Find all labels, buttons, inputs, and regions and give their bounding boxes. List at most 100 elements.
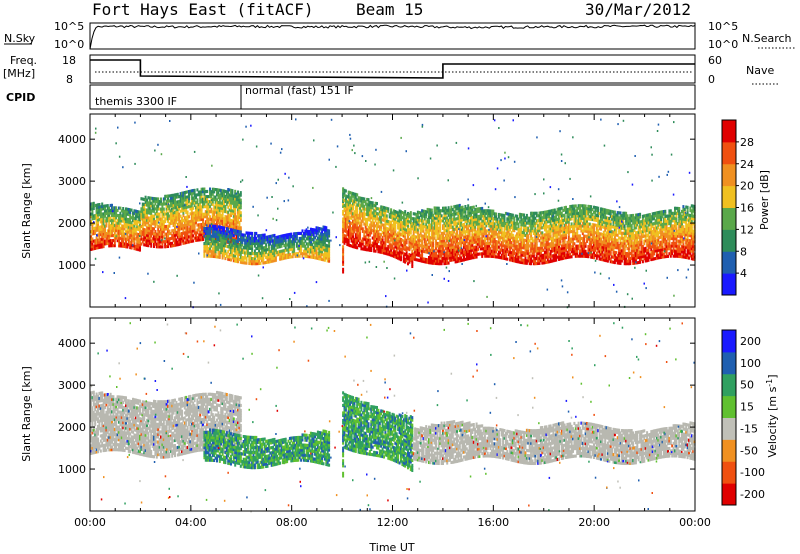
echo-cell — [437, 247, 440, 251]
echo-cell — [146, 213, 148, 217]
echo-cell — [182, 206, 185, 210]
echo-cell — [160, 220, 162, 224]
echo-cell — [227, 188, 230, 192]
echo-cell — [294, 254, 297, 258]
echo-cell — [235, 227, 238, 232]
echo-cell — [218, 203, 221, 207]
echo-cell — [221, 226, 224, 230]
echo-cell — [322, 240, 325, 244]
echo-cell — [204, 222, 207, 226]
echo-cell — [409, 236, 412, 240]
echo-cell — [213, 229, 216, 233]
echo-cell — [383, 226, 385, 230]
echo-cell — [450, 223, 453, 227]
echo-cell — [214, 208, 217, 212]
echo-cell — [347, 218, 350, 222]
echo-cell — [238, 242, 241, 246]
echo-cell — [401, 233, 404, 237]
echo-cell — [395, 240, 398, 245]
echo-cell — [265, 235, 268, 239]
echo-cell — [162, 212, 165, 216]
echo-cell — [162, 222, 165, 226]
echo-cell — [412, 247, 415, 251]
echo-cell — [238, 213, 241, 217]
echo-cell — [415, 235, 418, 239]
echo-cell — [354, 210, 357, 214]
echo-cell — [272, 259, 275, 263]
echo-cell — [397, 254, 400, 258]
echo-cell — [111, 203, 113, 207]
echo-cell — [273, 254, 276, 258]
echo-cell — [359, 226, 361, 230]
echo-cell — [199, 233, 202, 237]
echo-cell — [456, 222, 458, 226]
echo-cell — [188, 220, 190, 224]
echo-cell — [475, 222, 478, 226]
echo-cell — [354, 233, 357, 237]
echo-cell — [392, 227, 395, 231]
echo-cell — [252, 262, 255, 266]
echo-cell — [237, 205, 239, 209]
echo-cell — [234, 254, 237, 258]
echo-cell — [234, 231, 237, 235]
freq-tick-top: 18 — [62, 54, 76, 67]
echo-cell — [342, 204, 345, 209]
echo-cell — [360, 204, 363, 208]
echo-cell — [383, 251, 385, 255]
echo-cell — [221, 191, 224, 195]
echo-cell — [235, 222, 238, 227]
echo-cell — [321, 250, 324, 254]
echo-cell — [174, 223, 176, 227]
echo-cell — [224, 244, 227, 248]
echo-cell — [478, 232, 481, 236]
echo-cell — [218, 245, 221, 249]
echo-cell — [210, 192, 213, 196]
echo-cell — [225, 229, 228, 233]
echo-cell — [373, 211, 376, 215]
echo-cell — [446, 256, 449, 260]
echo-cell — [260, 241, 263, 245]
echo-cell — [168, 199, 171, 203]
echo-cell — [157, 215, 160, 219]
echo-cell — [154, 230, 157, 234]
echo-cell — [314, 241, 317, 245]
echo-cell — [412, 229, 415, 233]
echo-cell — [95, 238, 98, 243]
echo-cell — [368, 228, 371, 232]
echo-cell — [246, 249, 249, 253]
echo-cell — [189, 189, 192, 193]
echo-cell — [256, 254, 259, 258]
echo-cell — [115, 213, 118, 218]
echo-cell — [189, 237, 192, 241]
echo-cell — [113, 231, 116, 235]
echo-cell — [113, 218, 116, 223]
echo-cell — [421, 249, 424, 253]
echo-cell — [477, 237, 479, 241]
echo-cell — [291, 255, 294, 259]
echo-cell — [377, 232, 380, 236]
echo-cell — [464, 220, 467, 224]
echo-cell — [182, 229, 185, 233]
echo-cell — [315, 238, 318, 243]
echo-cell — [425, 235, 428, 239]
echo-cell — [446, 231, 449, 235]
echo-cell — [92, 229, 95, 233]
echo-cell — [143, 230, 146, 234]
echo-cell — [244, 256, 247, 260]
echo-cell — [368, 210, 371, 215]
echo-cell — [357, 228, 360, 233]
echo-cell — [120, 214, 123, 218]
echo-cell — [456, 254, 458, 259]
echo-cell — [164, 197, 167, 201]
echo-cell — [305, 252, 308, 256]
echo-cell — [203, 254, 206, 258]
echo-cell — [472, 223, 475, 227]
echo-cell — [238, 250, 241, 254]
echo-cell — [174, 200, 176, 205]
echo-cell — [319, 257, 322, 261]
echo-cell — [134, 229, 137, 233]
echo-cell — [125, 207, 127, 211]
echo-cell — [363, 237, 366, 241]
echo-cell — [385, 234, 388, 238]
echo-cell — [475, 250, 478, 254]
